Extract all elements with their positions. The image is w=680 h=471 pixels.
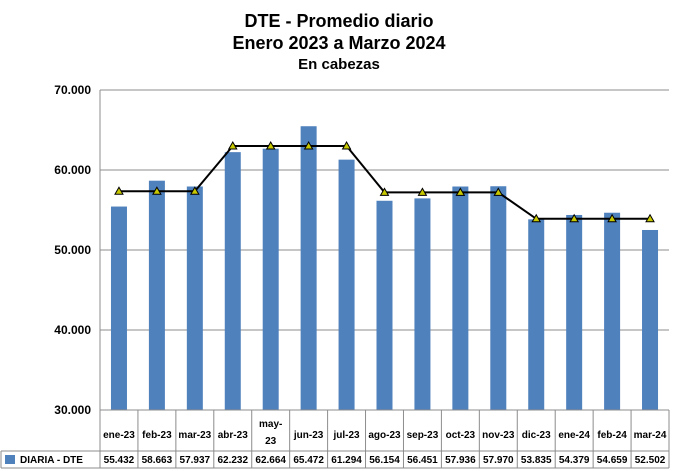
- average-marker: [303, 140, 314, 150]
- data-label: 54.659: [597, 455, 628, 466]
- chart-unit-label: En cabezas: [298, 56, 380, 73]
- data-label: 57.937: [180, 455, 211, 466]
- average-marker: [645, 213, 655, 223]
- bar: [376, 200, 393, 410]
- bar: [566, 214, 583, 410]
- category-label: dic-23: [522, 430, 551, 441]
- data-label: 62.664: [255, 455, 286, 466]
- category-label: oct-23: [446, 430, 476, 441]
- data-table: ene-23 feb-23 mar-23 abr-23 may- 23 jun-23 jul-…: [0, 409, 670, 469]
- y-tick-label: 40.000: [54, 323, 91, 337]
- average-marker: [607, 213, 617, 223]
- data-label: 55.432: [104, 455, 135, 466]
- category-label: feb-23: [142, 430, 172, 441]
- bar: [224, 152, 241, 411]
- average-marker: [569, 213, 580, 223]
- data-label: 56.451: [407, 455, 438, 466]
- category-label: jun-23: [293, 430, 324, 441]
- data-label: 65.472: [293, 455, 324, 466]
- category-label: sep-23: [407, 430, 439, 441]
- bar: [414, 198, 431, 410]
- series-name: DIARIA - DTE: [20, 455, 83, 466]
- average-marker: [493, 187, 504, 196]
- category-label: abr-23: [218, 430, 248, 441]
- average-marker: [189, 186, 200, 195]
- y-tick-label: 30.000: [54, 403, 91, 417]
- data-label: 57.970: [483, 455, 514, 466]
- category-label: may-: [259, 419, 282, 430]
- average-marker: [531, 213, 542, 223]
- bar: [110, 206, 127, 410]
- average-marker: [417, 187, 428, 196]
- data-label: 52.502: [635, 455, 666, 466]
- average-marker: [379, 187, 390, 196]
- average-marker: [341, 140, 352, 150]
- chart-subtitle: Enero 2023 a Marzo 2024: [232, 33, 445, 53]
- y-tick-label: 60.000: [54, 163, 91, 177]
- data-label: 53.835: [521, 455, 552, 466]
- chart-title: DTE - Promedio diario: [244, 11, 433, 31]
- category-label: 23: [265, 436, 277, 447]
- plot-area: 30.000 40.000 50.000 60.000 70.000: [54, 83, 669, 451]
- average-marker: [227, 140, 238, 150]
- category-label: nov-23: [482, 430, 515, 441]
- category-label: jul-23: [333, 430, 361, 441]
- bar: [604, 212, 621, 410]
- bar: [262, 148, 279, 411]
- bar: [148, 180, 165, 410]
- y-tick-label: 50.000: [54, 243, 91, 257]
- data-label: 57.936: [445, 455, 476, 466]
- data-label: 62.232: [217, 455, 248, 466]
- category-label: ene-23: [103, 430, 135, 441]
- bar: [186, 186, 203, 410]
- bar: [528, 219, 545, 410]
- category-label: feb-24: [597, 430, 627, 441]
- average-marker: [152, 186, 162, 195]
- legend-key: [5, 455, 15, 464]
- data-label: 61.294: [331, 455, 362, 466]
- category-label: mar-23: [178, 430, 211, 441]
- bar: [490, 186, 507, 410]
- average-marker: [455, 187, 466, 196]
- average-marker: [265, 140, 276, 150]
- category-label: ene-24: [558, 430, 590, 441]
- bar: [338, 159, 355, 410]
- average-marker: [114, 186, 124, 195]
- data-label: 58.663: [142, 455, 173, 466]
- bar: [642, 229, 659, 410]
- category-label: ago-23: [368, 430, 401, 441]
- bar: [300, 126, 317, 410]
- category-label: mar-24: [634, 430, 667, 441]
- y-tick-label: 70.000: [54, 83, 91, 97]
- data-label: 54.379: [559, 455, 590, 466]
- data-label: 56.154: [369, 455, 400, 466]
- bar: [452, 186, 469, 410]
